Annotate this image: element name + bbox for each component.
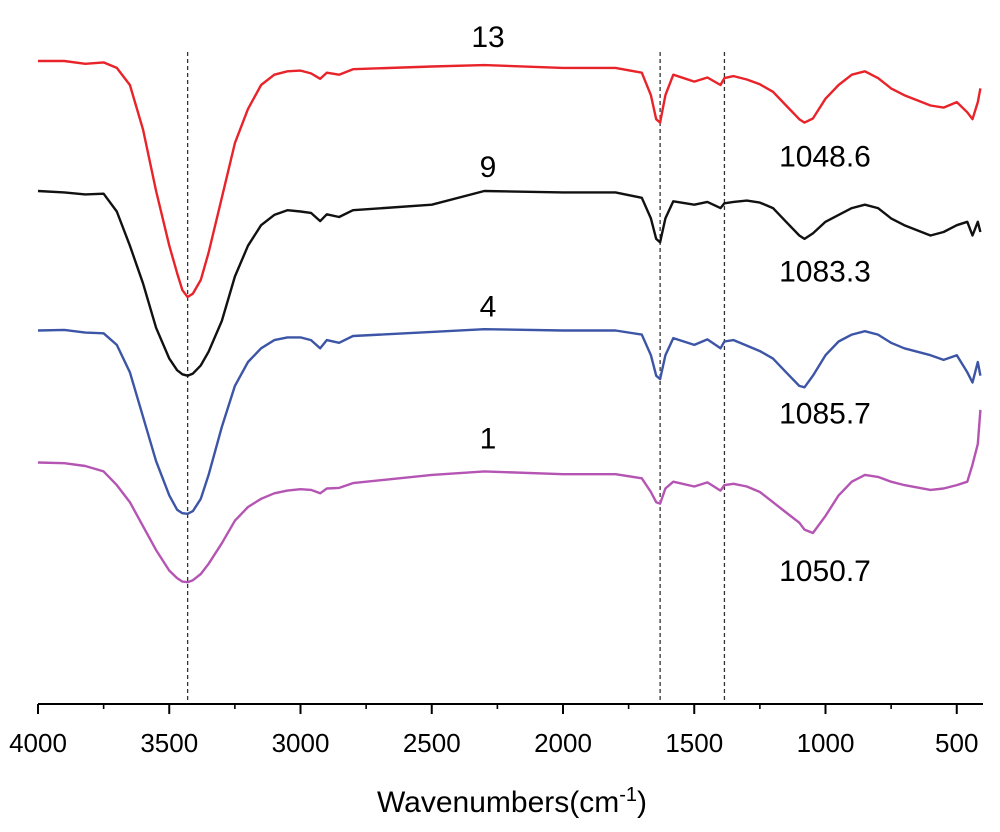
x-tick-label: 2500 (403, 728, 461, 758)
series-name-label-9: 9 (480, 151, 497, 184)
x-tick-label: 4000 (9, 728, 67, 758)
x-tick-label: 500 (935, 728, 978, 758)
x-ticks: 4000 3500 3000 2500 2000 1500 1000 500 (9, 704, 978, 758)
x-tick-label: 1000 (797, 728, 855, 758)
series-line-9 (37, 189, 982, 377)
series-layer (37, 59, 982, 584)
x-axis-title-main: Wavenumbers(cm (377, 786, 619, 819)
series-labels: 13 1048.6 9 1083.3 4 1085.7 1 1050.7 (471, 21, 871, 588)
peak-label-1: 1050.7 (779, 555, 871, 588)
series-name-label-1: 1 (480, 423, 497, 456)
series-line-13 (38, 59, 982, 299)
series-line-1 (37, 409, 982, 584)
x-tick-label: 3000 (272, 728, 330, 758)
x-axis-title-superscript: -1 (619, 784, 637, 806)
peak-label-9: 1083.3 (779, 255, 871, 288)
series-line-4 (37, 328, 982, 515)
reference-lines (186, 52, 726, 704)
series-name-label-4: 4 (480, 291, 497, 324)
x-tick-label: 3500 (140, 728, 198, 758)
x-axis-title-close: ) (637, 786, 647, 819)
peak-label-13: 1048.6 (779, 141, 871, 174)
x-tick-label: 1500 (665, 728, 723, 758)
x-axis-title: Wavenumbers(cm-1) (377, 784, 647, 819)
peak-label-4: 1085.7 (779, 398, 871, 431)
series-name-label-13: 13 (471, 21, 504, 54)
x-tick-label: 2000 (534, 728, 592, 758)
